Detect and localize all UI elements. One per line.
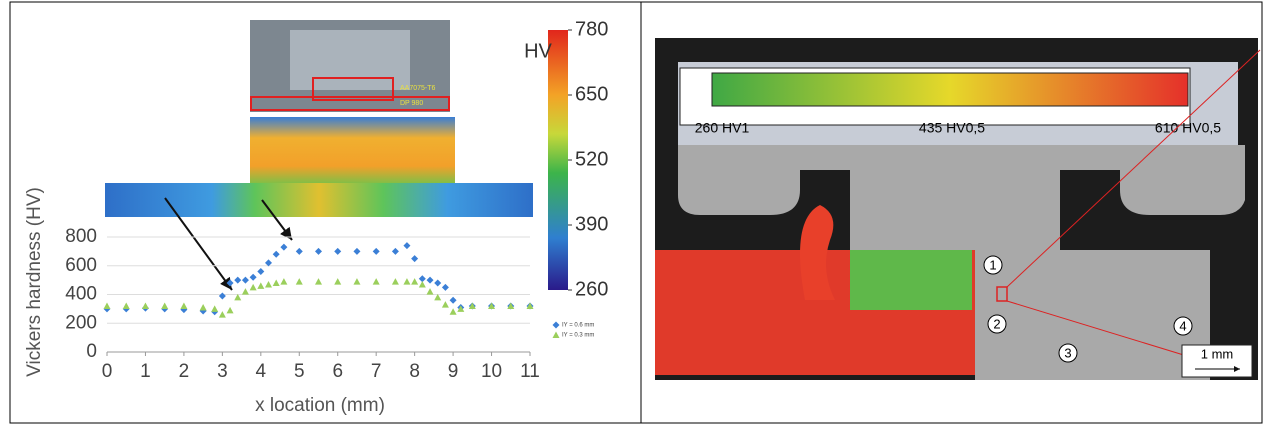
data-point [353, 248, 360, 255]
legend-label: 610 HV0,5 [1155, 120, 1221, 136]
x-tick-label: 10 [481, 361, 502, 382]
data-point [373, 248, 380, 255]
data-point [296, 278, 303, 285]
colorbar-tick-label: 390 [575, 213, 608, 235]
data-point [411, 255, 418, 262]
data-point [273, 251, 280, 258]
data-point [403, 278, 410, 285]
y-tick-label: 800 [65, 226, 97, 247]
data-point [161, 303, 168, 310]
x-tick-label: 5 [294, 361, 305, 382]
x-tick-label: 6 [332, 361, 343, 382]
data-point [315, 278, 322, 285]
legend-marker [553, 322, 560, 329]
data-point [104, 303, 111, 310]
legend-marker [553, 332, 560, 339]
data-point [442, 284, 449, 291]
figure: AA7075-T6 DP 980 HV Vickers hardness (HV… [0, 0, 1269, 425]
data-point [392, 278, 399, 285]
data-point [403, 242, 410, 249]
hardness-strip [105, 183, 533, 217]
zone-marker-label: 4 [1179, 318, 1186, 333]
x-tick-label: 11 [520, 361, 540, 382]
data-point [257, 282, 264, 289]
data-point [353, 278, 360, 285]
data-point [280, 278, 287, 285]
data-point [219, 292, 226, 299]
zone-marker-label: 1 [989, 257, 996, 272]
data-point [334, 278, 341, 285]
data-point [250, 284, 257, 291]
x-tick-label: 4 [256, 361, 267, 382]
colorbar [548, 30, 568, 290]
x-tick-label: 0 [102, 361, 113, 382]
hardness-map [250, 117, 455, 187]
x-tick-label: 8 [409, 361, 420, 382]
data-point [265, 281, 272, 288]
colorbar-tick-label: 780 [575, 18, 608, 40]
legend-label: 260 HV1 [695, 120, 750, 136]
data-point [373, 278, 380, 285]
y-tick-label: 600 [65, 255, 97, 276]
data-point [242, 288, 249, 295]
photo-label: DP 980 [400, 100, 423, 107]
data-point [227, 307, 234, 314]
data-point [280, 244, 287, 251]
scale-bar-label: 1 mm [1201, 346, 1234, 361]
data-point [392, 248, 399, 255]
colorbar-tick-label: 650 [575, 83, 608, 105]
y-axis-title: Vickers hardness (HV) [24, 187, 45, 377]
x-tick-label: 7 [371, 361, 382, 382]
data-point [142, 303, 149, 310]
data-point [457, 305, 464, 312]
data-point [200, 304, 207, 311]
data-point [334, 248, 341, 255]
x-tick-label: 1 [140, 361, 151, 382]
legend-gradient [712, 73, 1188, 106]
x-tick-label: 2 [179, 361, 190, 382]
colorbar-tick-label: 520 [575, 148, 608, 170]
data-point [180, 303, 187, 310]
legend-label: 435 HV0,5 [919, 120, 985, 136]
y-tick-label: 200 [65, 312, 97, 333]
x-tick-label: 3 [217, 361, 228, 382]
y-tick-label: 400 [65, 284, 97, 305]
data-point [442, 301, 449, 308]
data-point [411, 278, 418, 285]
colorbar-label: HV [524, 40, 552, 62]
data-point [123, 303, 130, 310]
colorbar-tick-label: 260 [575, 278, 608, 300]
legend-label: IY = 0.6 mm [562, 323, 594, 329]
data-point [219, 311, 226, 318]
y-tick-label: 0 [86, 341, 97, 362]
data-point [427, 288, 434, 295]
zone-marker-label: 2 [993, 316, 1000, 331]
data-point [296, 248, 303, 255]
data-point [450, 297, 457, 304]
data-point [250, 274, 257, 281]
hardness-map [850, 250, 972, 310]
data-point [257, 268, 264, 275]
data-point [427, 277, 434, 284]
data-point [434, 280, 441, 287]
zone-marker-label: 3 [1064, 345, 1071, 360]
x-tick-label: 9 [448, 361, 459, 382]
data-point [242, 277, 249, 284]
data-point [234, 277, 241, 284]
data-point [273, 280, 280, 287]
data-point [450, 308, 457, 315]
x-axis-title: x location (mm) [255, 395, 385, 416]
photo-label: AA7075-T6 [400, 85, 436, 92]
data-point [211, 305, 218, 312]
legend-label: IY = 0.3 mm [562, 333, 594, 339]
data-point [419, 281, 426, 288]
data-point [315, 248, 322, 255]
